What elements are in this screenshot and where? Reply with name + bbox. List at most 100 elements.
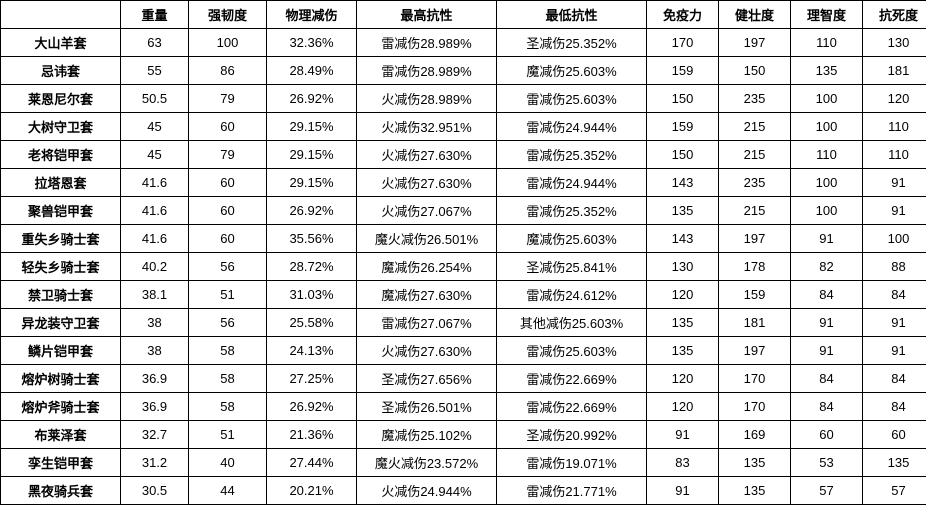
col-name: [1, 1, 121, 29]
cell-value: 41.6: [121, 169, 189, 197]
cell-name: 异龙装守卫套: [1, 309, 121, 337]
cell-value: 120: [863, 85, 926, 113]
cell-value: 100: [189, 29, 267, 57]
cell-value: 91: [863, 337, 926, 365]
cell-value: 雷减伤27.067%: [357, 309, 497, 337]
cell-value: 120: [647, 365, 719, 393]
cell-value: 60: [863, 421, 926, 449]
table-row: 聚兽铠甲套41.66026.92%火减伤27.067%雷减伤25.352%135…: [1, 197, 926, 225]
cell-name: 重失乡骑士套: [1, 225, 121, 253]
cell-value: 55: [121, 57, 189, 85]
cell-value: 26.92%: [267, 393, 357, 421]
cell-name: 大树守卫套: [1, 113, 121, 141]
cell-name: 禁卫骑士套: [1, 281, 121, 309]
cell-value: 30.5: [121, 477, 189, 505]
table-row: 布莱泽套32.75121.36%魔减伤25.102%圣减伤20.992%9116…: [1, 421, 926, 449]
cell-value: 25.58%: [267, 309, 357, 337]
cell-value: 雷减伤19.071%: [497, 449, 647, 477]
header-row: 重量 强韧度 物理减伤 最高抗性 最低抗性 免疫力 健壮度 理智度 抗死度: [1, 1, 926, 29]
cell-value: 215: [719, 113, 791, 141]
cell-name: 熔炉树骑士套: [1, 365, 121, 393]
cell-value: 魔减伤26.254%: [357, 253, 497, 281]
cell-value: 215: [719, 141, 791, 169]
cell-value: 41.6: [121, 197, 189, 225]
cell-value: 110: [863, 141, 926, 169]
cell-value: 91: [863, 169, 926, 197]
table-row: 禁卫骑士套38.15131.03%魔减伤27.630%雷减伤24.612%120…: [1, 281, 926, 309]
cell-value: 181: [719, 309, 791, 337]
col-robust: 健壮度: [719, 1, 791, 29]
cell-value: 170: [719, 393, 791, 421]
table-row: 鳞片铠甲套385824.13%火减伤27.630%雷减伤25.603%13519…: [1, 337, 926, 365]
cell-value: 火减伤27.630%: [357, 169, 497, 197]
cell-value: 50.5: [121, 85, 189, 113]
cell-value: 150: [647, 85, 719, 113]
cell-value: 159: [647, 113, 719, 141]
cell-value: 雷减伤25.352%: [497, 197, 647, 225]
cell-value: 79: [189, 141, 267, 169]
cell-value: 181: [863, 57, 926, 85]
cell-value: 51: [189, 281, 267, 309]
cell-value: 38.1: [121, 281, 189, 309]
cell-value: 143: [647, 225, 719, 253]
cell-value: 雷减伤25.603%: [497, 85, 647, 113]
col-max-res: 最高抗性: [357, 1, 497, 29]
col-min-res: 最低抗性: [497, 1, 647, 29]
cell-value: 魔火减伤26.501%: [357, 225, 497, 253]
cell-value: 51: [189, 421, 267, 449]
cell-value: 雷减伤24.944%: [497, 113, 647, 141]
cell-value: 29.15%: [267, 169, 357, 197]
table-row: 忌讳套558628.49%雷减伤28.989%魔减伤25.603%1591501…: [1, 57, 926, 85]
table-row: 莱恩尼尔套50.57926.92%火减伤28.989%雷减伤25.603%150…: [1, 85, 926, 113]
cell-value: 178: [719, 253, 791, 281]
cell-value: 91: [791, 225, 863, 253]
cell-value: 56: [189, 309, 267, 337]
cell-value: 215: [719, 197, 791, 225]
cell-value: 60: [189, 169, 267, 197]
cell-value: 159: [647, 57, 719, 85]
cell-value: 120: [647, 281, 719, 309]
table-row: 大树守卫套456029.15%火减伤32.951%雷减伤24.944%15921…: [1, 113, 926, 141]
cell-value: 魔火减伤23.572%: [357, 449, 497, 477]
cell-value: 雷减伤25.352%: [497, 141, 647, 169]
cell-value: 60: [791, 421, 863, 449]
cell-value: 100: [791, 113, 863, 141]
cell-value: 91: [647, 477, 719, 505]
cell-value: 27.25%: [267, 365, 357, 393]
cell-value: 135: [863, 449, 926, 477]
cell-value: 100: [791, 169, 863, 197]
cell-value: 26.92%: [267, 85, 357, 113]
cell-value: 159: [719, 281, 791, 309]
cell-value: 36.9: [121, 393, 189, 421]
cell-value: 135: [647, 197, 719, 225]
table-row: 轻失乡骑士套40.25628.72%魔减伤26.254%圣减伤25.841%13…: [1, 253, 926, 281]
cell-value: 82: [791, 253, 863, 281]
armor-stats-table: 重量 强韧度 物理减伤 最高抗性 最低抗性 免疫力 健壮度 理智度 抗死度 大山…: [0, 0, 926, 505]
cell-value: 28.49%: [267, 57, 357, 85]
cell-name: 黑夜骑兵套: [1, 477, 121, 505]
cell-value: 44: [189, 477, 267, 505]
cell-value: 84: [791, 365, 863, 393]
cell-name: 忌讳套: [1, 57, 121, 85]
cell-value: 38: [121, 309, 189, 337]
cell-value: 135: [647, 309, 719, 337]
cell-value: 31.2: [121, 449, 189, 477]
cell-value: 41.6: [121, 225, 189, 253]
cell-value: 63: [121, 29, 189, 57]
cell-name: 鳞片铠甲套: [1, 337, 121, 365]
cell-value: 45: [121, 113, 189, 141]
cell-value: 26.92%: [267, 197, 357, 225]
cell-value: 88: [863, 253, 926, 281]
cell-value: 110: [863, 113, 926, 141]
cell-value: 40: [189, 449, 267, 477]
cell-value: 魔减伤25.603%: [497, 57, 647, 85]
cell-value: 58: [189, 393, 267, 421]
table-row: 大山羊套6310032.36%雷减伤28.989%圣减伤25.352%17019…: [1, 29, 926, 57]
cell-value: 79: [189, 85, 267, 113]
table-row: 孪生铠甲套31.24027.44%魔火减伤23.572%雷减伤19.071%83…: [1, 449, 926, 477]
table-row: 异龙装守卫套385625.58%雷减伤27.067%其他减伤25.603%135…: [1, 309, 926, 337]
cell-value: 31.03%: [267, 281, 357, 309]
cell-value: 86: [189, 57, 267, 85]
cell-value: 雷减伤25.603%: [497, 337, 647, 365]
cell-value: 圣减伤20.992%: [497, 421, 647, 449]
